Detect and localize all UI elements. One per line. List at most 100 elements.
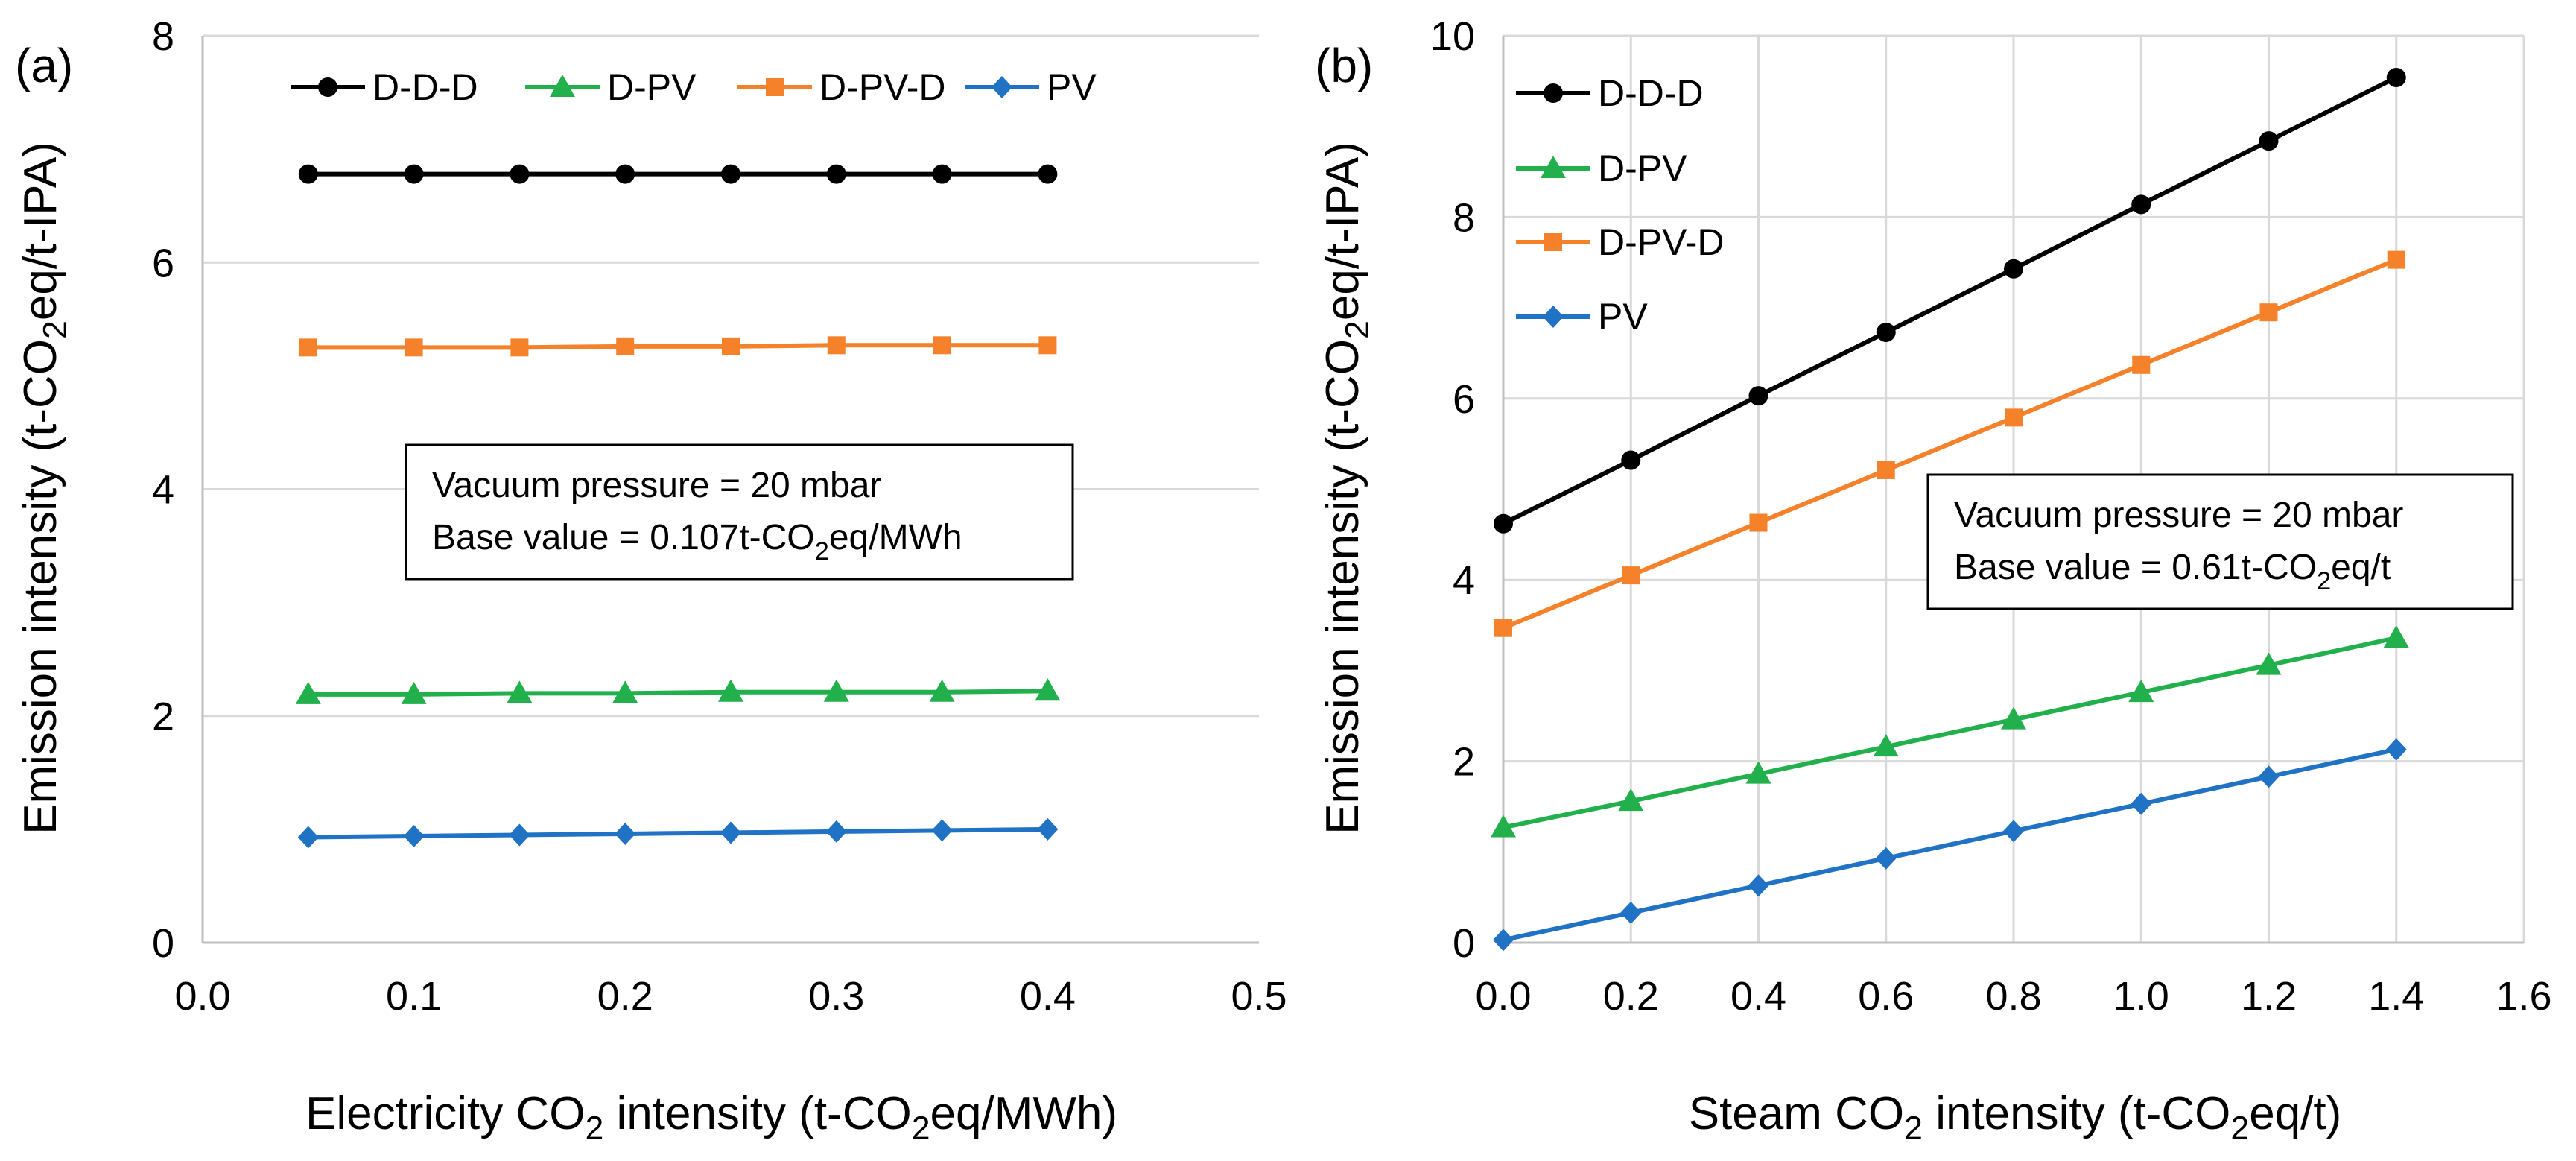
y-tick-label: 8 (1453, 195, 1475, 240)
triangle-marker (401, 681, 427, 704)
legend-entry: D-PV (1598, 148, 1687, 189)
triangle-marker (718, 679, 743, 702)
diamond-marker (992, 76, 1012, 98)
x-tick-label: 0.2 (1603, 974, 1659, 1019)
diamond-marker (1037, 817, 1059, 841)
x-tick-label: 0.0 (174, 974, 230, 1019)
diamond-marker (615, 822, 636, 845)
circle-marker (2004, 259, 2023, 279)
circle-marker (721, 164, 740, 184)
triangle-marker (612, 680, 638, 703)
y-tick-label: 6 (152, 241, 174, 285)
diamond-marker (1875, 847, 1897, 870)
x-tick-label: 0.8 (1985, 974, 2041, 1019)
legend-entry: D-PV (607, 66, 697, 108)
y-tick-label: 4 (1453, 558, 1475, 603)
panel-label: (b) (1315, 39, 1373, 92)
label-text-part: Electricity CO (305, 1088, 585, 1139)
series-pv (297, 817, 1059, 849)
y-axis-label: Emission intensity (t-CO2eq/t-IPA) (1317, 142, 1376, 835)
circle-marker (932, 164, 952, 184)
y-tick-label: 8 (152, 14, 174, 59)
subscript-text: 2 (585, 1110, 603, 1147)
square-marker (2132, 355, 2151, 374)
diamond-marker (509, 823, 530, 847)
x-tick-label: 1.0 (2113, 974, 2169, 1019)
triangle-marker (1035, 678, 1061, 701)
label-text-part: Base value = 0.61t-CO (1954, 548, 2317, 587)
label-text-part: eq/t) (2249, 1088, 2341, 1139)
x-tick-label: 0.6 (1858, 974, 1914, 1019)
diamond-marker (1748, 874, 1769, 897)
series-d-pv (295, 678, 1061, 704)
y-axis-label: Emission intensity (t-CO2eq/t-IPA) (15, 142, 74, 835)
series-pv (1493, 738, 2407, 952)
diamond-marker (2003, 820, 2024, 843)
legend-entry: D-PV-D (1598, 221, 1724, 263)
diamond-marker (1493, 929, 1514, 952)
legend: D-D-D D-PV D-PV-D PV (291, 66, 1097, 108)
diamond-marker (1543, 306, 1564, 328)
series-line (308, 826, 1048, 840)
series-line (1502, 257, 2397, 630)
diamond-marker (2258, 765, 2280, 788)
annotation-line-1: Vacuum pressure = 20 mbar (432, 466, 881, 505)
series-d-pv (1491, 625, 2409, 838)
series-d-pv-d (1494, 250, 2405, 637)
triangle-marker (295, 681, 321, 704)
square-marker (1494, 619, 1512, 637)
circle-marker (1038, 164, 1058, 184)
diamond-marker (825, 820, 847, 843)
series-line (1502, 75, 2398, 526)
panel-label: (a) (15, 39, 73, 92)
square-marker (510, 338, 529, 357)
y-tick-label: 4 (152, 468, 174, 513)
square-marker (1749, 513, 1768, 532)
subscript-text: 2 (2230, 1110, 2249, 1147)
series-d-d-d (1494, 67, 2406, 534)
label-text-part: eq/t-IPA) (1317, 142, 1368, 320)
subscript-text: 2 (912, 1110, 930, 1147)
circle-marker (2259, 131, 2279, 151)
legend-entry: D-PV-D (819, 66, 945, 108)
triangle-marker (1745, 761, 1771, 784)
circle-marker (1748, 386, 1768, 406)
x-tick-label: 0.4 (1020, 974, 1076, 1019)
diamond-marker (403, 825, 425, 848)
label-text-part: intensity (t-CO (603, 1088, 911, 1139)
circle-marker (615, 164, 635, 184)
series-line (308, 343, 1048, 350)
diamond-marker (2131, 792, 2152, 815)
square-marker (1544, 233, 1562, 251)
series-line (1503, 747, 2397, 943)
series-d-d-d (298, 164, 1058, 184)
x-tick-label: 0.2 (597, 974, 653, 1019)
chart-panel-0: 0 2 4 6 8 0.0 0.1 0.2 0.3 0.4 0.5 (a) Electricity CO… (15, 14, 1287, 1147)
label-text-part: eq/t-IPA) (15, 142, 66, 320)
circle-marker (1544, 83, 1563, 103)
x-tick-label: 0.3 (808, 974, 864, 1019)
label-text-part: eq/MWh (829, 518, 962, 557)
subscript-text: 2 (1904, 1110, 1923, 1147)
annotation-border (405, 443, 1074, 580)
diamond-marker (2385, 738, 2407, 761)
square-marker (2005, 408, 2023, 427)
circle-marker (510, 164, 530, 184)
square-marker (933, 336, 951, 355)
subscript-text: 2 (1339, 320, 1376, 339)
triangle-marker (1873, 734, 1899, 757)
annotation-line-2: Base value = 0.61t-CO2eq/t (1954, 548, 2391, 595)
circle-marker (1494, 513, 1513, 534)
square-marker (405, 338, 423, 357)
triangle-marker (550, 75, 575, 97)
x-tick-label: 1.2 (2241, 974, 2297, 1019)
annotation-border (1926, 473, 2514, 610)
series-d-pv-d (299, 336, 1057, 357)
legend-entry: D-D-D (1598, 72, 1704, 114)
circle-marker (1876, 322, 1896, 342)
square-marker (1877, 461, 1895, 479)
triangle-marker (507, 680, 533, 703)
y-tick-label: 0 (1453, 921, 1475, 966)
diamond-marker (297, 826, 319, 849)
chart-panel-1: 0 2 4 6 8 10 0.0 0.2 0.4 0.6 0.8 1.0 1.2 1.4 1.6 (b) Ste… (1315, 14, 2552, 1147)
